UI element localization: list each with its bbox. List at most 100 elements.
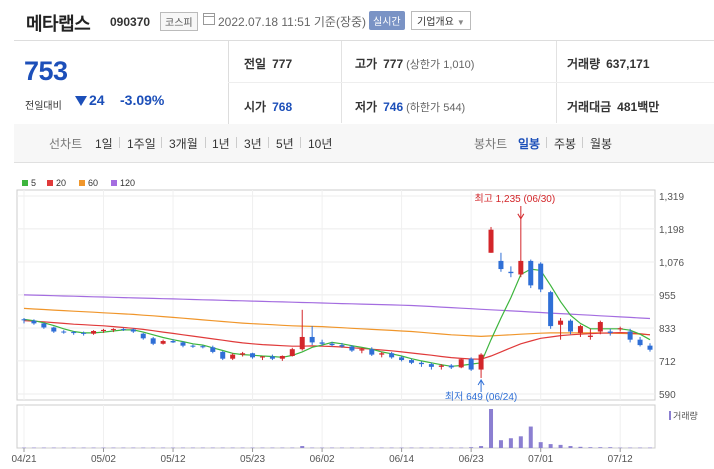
volume-bar <box>330 447 335 449</box>
candle-body <box>21 319 27 321</box>
volume-bar <box>131 447 136 449</box>
candle-body <box>31 320 37 324</box>
stock-name: 메타랩스 <box>26 14 91 34</box>
volume-bar <box>220 447 225 449</box>
legend-swatch <box>79 180 85 186</box>
low-annotation: 최저 649 (06/24) <box>445 391 517 403</box>
candle-body <box>418 362 424 365</box>
tab-period-1d[interactable]: 1일 <box>95 137 113 151</box>
volume-bar <box>608 447 613 448</box>
x-tick-label: 05/12 <box>161 454 186 465</box>
company-overview-label: 기업개요 <box>417 17 454 28</box>
candle-body <box>488 229 494 253</box>
tab-period-1y[interactable]: 1년 <box>212 137 230 151</box>
tab-period-5y[interactable]: 5년 <box>276 137 294 151</box>
tab-period-1w[interactable]: 1주일 <box>127 137 156 151</box>
prev-close-value: 777 <box>272 57 293 71</box>
volume-bar <box>190 447 195 449</box>
volume-bar <box>429 447 434 449</box>
low-arrow-head <box>477 379 485 386</box>
trade-value-label: 거래대금 <box>567 100 612 114</box>
volume-bar <box>558 444 563 448</box>
high-arrow-head <box>517 213 525 220</box>
lower-limit: (하한가 544) <box>406 102 466 114</box>
trade-value: 481 <box>617 100 638 114</box>
tab-separator <box>546 137 547 148</box>
stock-code: 090370 <box>110 15 151 29</box>
candle-body <box>329 343 335 346</box>
y-tick-label: 1,076 <box>659 258 684 269</box>
volume-bar <box>270 447 275 449</box>
calendar-icon <box>203 13 215 25</box>
volume-bar <box>240 447 245 449</box>
volume-bar <box>379 447 384 449</box>
tab-separator <box>300 137 301 148</box>
tab-period-3m[interactable]: 3개월 <box>169 137 198 151</box>
line-chart-label: 선차트 <box>49 137 83 151</box>
tab-weekly[interactable]: 주봉 <box>554 137 577 151</box>
tab-period-3y[interactable]: 3년 <box>244 137 262 151</box>
volume-bar <box>101 447 106 449</box>
candle-body <box>448 365 454 368</box>
candle-body <box>170 341 176 343</box>
x-tick-label: 06/02 <box>310 454 335 465</box>
trade-value-unit: 백만 <box>637 100 660 114</box>
volume-bar <box>598 447 603 448</box>
candle-body <box>91 330 97 334</box>
chart-tab-bar <box>14 124 714 163</box>
candle-body <box>548 292 554 327</box>
candle-body <box>230 354 236 359</box>
volume-bar <box>439 447 444 449</box>
volume-bar <box>111 447 116 449</box>
open-cell: 시가 768 <box>244 98 292 115</box>
tab-separator <box>236 137 237 148</box>
price-change-percent: -3.09% <box>120 92 165 108</box>
candle-body <box>279 355 285 359</box>
candle-body <box>558 320 564 325</box>
x-tick-label: 07/12 <box>608 454 633 465</box>
open-label: 시가 <box>244 100 267 114</box>
candle-body <box>617 328 623 330</box>
realtime-button[interactable]: 실시간 <box>369 11 405 30</box>
chevron-down-icon: ▼ <box>456 18 465 27</box>
volume-bar <box>141 447 146 449</box>
volume-bar <box>290 447 295 449</box>
volume-bar <box>469 447 474 448</box>
volume-bar <box>121 447 126 449</box>
candle-body <box>339 345 345 347</box>
tab-monthly[interactable]: 월봉 <box>590 137 613 151</box>
candle-body <box>220 351 226 359</box>
volume-bar <box>51 447 56 449</box>
volume-bar <box>628 447 633 449</box>
volume-bar <box>180 447 185 449</box>
volume-label: 거래량 <box>567 57 601 71</box>
candle-body <box>518 260 524 275</box>
volume-bar <box>528 426 533 448</box>
volume-bar <box>548 444 553 448</box>
legend-swatch <box>22 180 28 186</box>
legend-swatch <box>111 180 117 186</box>
volume-bar <box>230 447 235 449</box>
low-value: 746 <box>383 100 404 114</box>
tab-period-10y[interactable]: 10년 <box>308 137 333 151</box>
candle-body <box>379 353 385 355</box>
x-tick-label: 05/23 <box>240 454 265 465</box>
candle-body <box>359 349 365 351</box>
company-overview-dropdown[interactable]: 기업개요 ▼ <box>411 11 471 30</box>
x-tick-label: 04/21 <box>11 454 36 465</box>
tab-daily[interactable]: 일봉 <box>518 137 541 151</box>
volume-bar <box>369 447 374 449</box>
candle-body <box>577 326 583 333</box>
volume-bar <box>200 447 205 449</box>
volume-label: 거래량 <box>673 410 698 421</box>
candle-body <box>259 356 265 358</box>
volume-bar <box>588 447 593 448</box>
candle-body <box>319 342 325 344</box>
candle-body <box>568 320 574 332</box>
candle-body <box>468 358 474 370</box>
legend-ma60: 60 <box>79 178 98 188</box>
volume-bar <box>310 447 315 449</box>
legend-ma5: 5 <box>22 178 36 188</box>
volume-bar <box>538 442 543 448</box>
